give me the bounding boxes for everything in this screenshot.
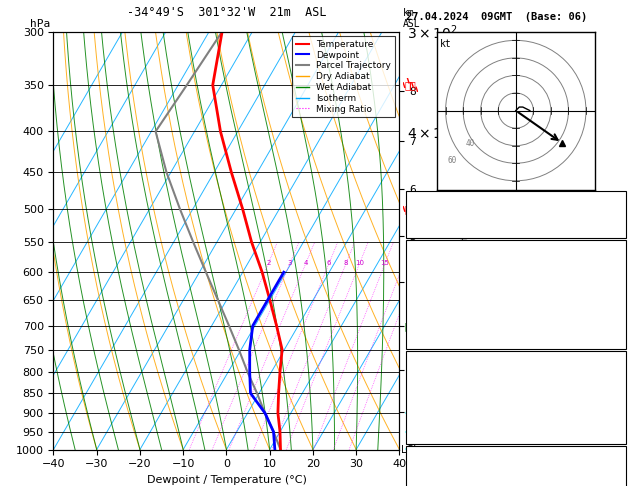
Y-axis label: Mixing Ratio (g/kg): Mixing Ratio (g/kg) bbox=[460, 194, 470, 287]
Text: ===: === bbox=[404, 429, 417, 435]
Text: CIN (J): CIN (J) bbox=[409, 334, 450, 343]
Text: CAPE (J): CAPE (J) bbox=[409, 414, 455, 423]
Text: Lifted Index: Lifted Index bbox=[409, 399, 479, 407]
Text: 1.23: 1.23 bbox=[599, 224, 623, 232]
Text: 56: 56 bbox=[611, 463, 623, 471]
Text: 25: 25 bbox=[414, 260, 423, 266]
Text: Most Unstable: Most Unstable bbox=[479, 352, 553, 361]
Text: θᴇ (K): θᴇ (K) bbox=[409, 383, 444, 392]
Text: PW (cm): PW (cm) bbox=[409, 224, 450, 232]
Text: 12.5: 12.5 bbox=[599, 257, 623, 265]
Text: hPa: hPa bbox=[30, 19, 50, 29]
Text: CAPE (J): CAPE (J) bbox=[409, 319, 455, 328]
Text: 0: 0 bbox=[617, 430, 623, 438]
Text: 11.2: 11.2 bbox=[599, 272, 623, 281]
Text: CIN (J): CIN (J) bbox=[409, 430, 450, 438]
Text: 307: 307 bbox=[606, 288, 623, 296]
Text: -34°49'S  301°32'W  21m  ASL: -34°49'S 301°32'W 21m ASL bbox=[126, 6, 326, 19]
Text: © weatheronline.co.uk: © weatheronline.co.uk bbox=[454, 469, 577, 479]
Text: 3: 3 bbox=[287, 260, 292, 266]
Text: Pressure (mb): Pressure (mb) bbox=[409, 367, 484, 376]
Text: ⪢⪢: ⪢⪢ bbox=[404, 204, 416, 214]
Text: 6: 6 bbox=[326, 260, 331, 266]
Text: 0: 0 bbox=[617, 334, 623, 343]
Text: Surface: Surface bbox=[496, 241, 536, 250]
Text: 10: 10 bbox=[355, 260, 364, 266]
Text: 750: 750 bbox=[606, 367, 623, 376]
Text: Dewp (°C): Dewp (°C) bbox=[409, 272, 461, 281]
Text: ⪢⪢: ⪢⪢ bbox=[404, 80, 416, 90]
Text: 0: 0 bbox=[617, 319, 623, 328]
Text: SREH: SREH bbox=[409, 478, 433, 486]
Text: 2: 2 bbox=[266, 260, 270, 266]
Text: 13: 13 bbox=[611, 303, 623, 312]
Text: ===: === bbox=[404, 447, 417, 452]
Text: θᴇ(K): θᴇ(K) bbox=[409, 288, 438, 296]
Text: 8: 8 bbox=[344, 260, 348, 266]
X-axis label: Dewpoint / Temperature (°C): Dewpoint / Temperature (°C) bbox=[147, 475, 306, 485]
Text: 20: 20 bbox=[611, 208, 623, 217]
Text: km
ASL: km ASL bbox=[403, 8, 420, 29]
Text: ⪡⪡: ⪡⪡ bbox=[404, 321, 416, 331]
Text: Lifted Index: Lifted Index bbox=[409, 303, 479, 312]
Text: K: K bbox=[409, 192, 415, 201]
Text: 4: 4 bbox=[617, 478, 623, 486]
Text: Totals Totals: Totals Totals bbox=[409, 208, 484, 217]
Legend: Temperature, Dewpoint, Parcel Trajectory, Dry Adiabat, Wet Adiabat, Isotherm, Mi: Temperature, Dewpoint, Parcel Trajectory… bbox=[292, 36, 395, 117]
Text: 0: 0 bbox=[617, 414, 623, 423]
Text: ===: === bbox=[404, 410, 417, 416]
Text: 15: 15 bbox=[381, 260, 389, 266]
Text: 27.04.2024  09GMT  (Base: 06): 27.04.2024 09GMT (Base: 06) bbox=[406, 12, 587, 22]
Text: LCL: LCL bbox=[401, 445, 418, 454]
Text: -1: -1 bbox=[611, 192, 623, 201]
Text: EH: EH bbox=[409, 463, 421, 471]
Text: 40: 40 bbox=[465, 139, 475, 148]
Text: 20: 20 bbox=[399, 260, 408, 266]
Text: 308: 308 bbox=[606, 383, 623, 392]
Text: 4: 4 bbox=[304, 260, 308, 266]
Text: Hodograph: Hodograph bbox=[490, 447, 542, 456]
Text: Temp (°C): Temp (°C) bbox=[409, 257, 461, 265]
Text: 60: 60 bbox=[448, 156, 457, 165]
Text: kt: kt bbox=[440, 38, 452, 49]
Text: 14: 14 bbox=[611, 399, 623, 407]
